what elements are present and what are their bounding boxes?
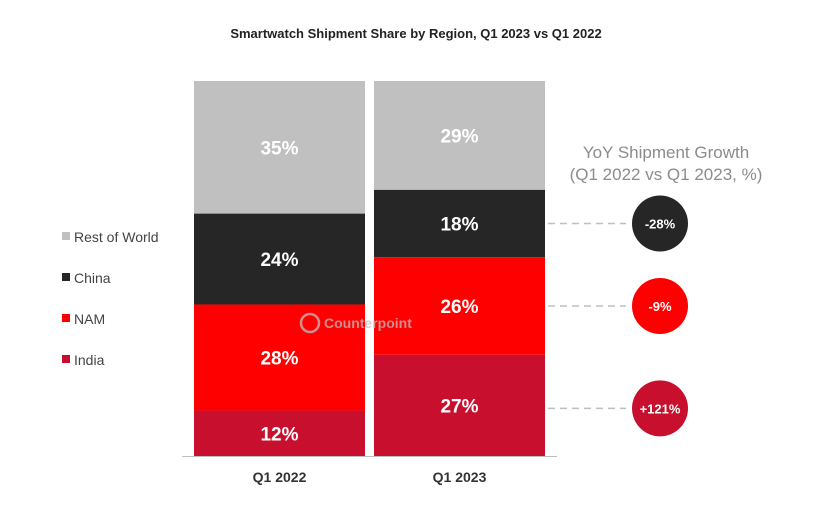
growth-label-china: -28% [645,217,676,232]
category-label-2: Q1 2023 [433,469,487,485]
bar-rest-of-world-2 [374,81,545,190]
growth-label-nam: -9% [648,299,672,314]
growth-title-line1: YoY Shipment Growth [583,143,749,162]
bar-nam-2 [374,257,545,355]
growth-circle-india [632,380,688,437]
data-label-rest-of-world-2: 29% [440,126,478,147]
legend-swatch-china [62,273,70,281]
legend-label-india: India [74,352,105,368]
legend-label-nam: NAM [74,311,105,327]
bar-china-1 [194,213,365,305]
growth-circle-china [632,195,688,252]
growth-title-line2: (Q1 2022 vs Q1 2023, %) [570,165,763,184]
data-label-india-1: 12% [260,424,298,445]
legend-swatch-nam [62,314,70,322]
growth-label-india: +121% [640,401,681,416]
data-label-rest-of-world-1: 35% [260,138,298,159]
data-label-nam-1: 28% [260,349,298,370]
watermark-logo-icon [299,312,321,334]
yoy-growth-panel: YoY Shipment Growth (Q1 2022 vs Q1 2023,… [548,143,763,437]
bar-rest-of-world-1 [194,81,365,214]
legend: Rest of World China NAM India [62,229,159,368]
bar-china-2 [374,189,545,258]
bar-india-2 [374,354,545,456]
bar-india-1 [194,410,365,456]
category-label-1: Q1 2022 [253,469,307,485]
legend-label-rest-of-world: Rest of World [74,229,159,245]
data-label-nam-2: 26% [440,297,478,318]
data-label-china-2: 18% [440,215,478,236]
data-label-china-1: 24% [260,250,298,271]
legend-swatch-india [62,355,70,363]
bar-nam-1 [194,304,365,411]
watermark: Counterpoint [299,312,412,334]
watermark-text: Counterpoint [324,315,412,331]
growth-circle-nam [632,278,688,334]
legend-label-china: China [74,270,111,286]
bars: 12% 28% 24% 35% Q1 2022 27% 26% 18% 29% Q1 2023 [194,81,545,485]
legend-swatch-rest-of-world [62,232,70,240]
data-label-india-2: 27% [440,396,478,417]
chart-title: Smartwatch Shipment Share by Region, Q1 … [230,26,601,41]
